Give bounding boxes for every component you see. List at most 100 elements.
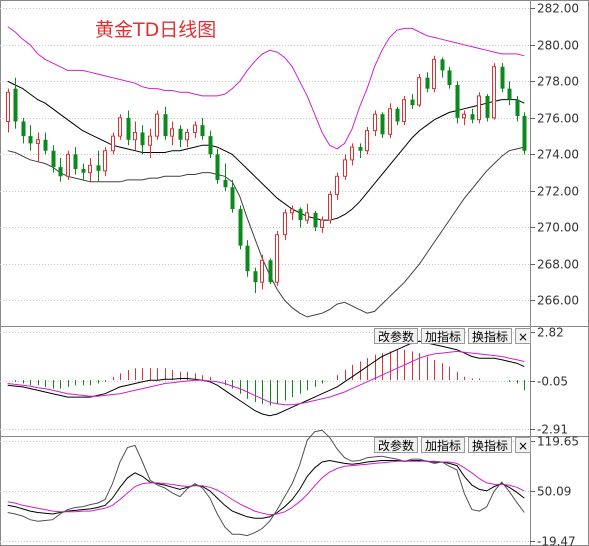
candle-body <box>81 168 86 173</box>
chart-title: 黄金TD日线图 <box>95 19 217 41</box>
kdj-j-line <box>7 429 525 537</box>
candle-up <box>343 154 347 180</box>
candle-down <box>358 143 363 159</box>
candle-down <box>455 81 460 124</box>
candle-down <box>380 112 385 138</box>
candle-down <box>440 57 445 78</box>
candle-down <box>73 147 78 175</box>
candle-body <box>111 135 115 152</box>
candle-body <box>51 150 56 168</box>
candle-body <box>365 130 369 152</box>
candle-up <box>320 216 324 233</box>
candle-down <box>410 94 415 109</box>
candle-down <box>298 207 303 228</box>
candle-up <box>118 114 122 140</box>
candle-body <box>73 154 78 169</box>
switch-indicator-button[interactable]: 换指标 <box>468 328 513 344</box>
candle-body <box>43 139 48 151</box>
candle-up <box>283 209 287 241</box>
macd-tick-label: -2.91 <box>537 423 568 437</box>
candle-up <box>133 121 137 151</box>
candle-down <box>28 125 33 151</box>
boll-middle-line <box>7 80 525 221</box>
kdj-k-line <box>7 459 525 519</box>
candle-up <box>111 132 115 155</box>
candle-body <box>223 179 228 188</box>
edit-params-button[interactable]: 改参数 <box>374 328 419 344</box>
candle-up <box>462 110 466 126</box>
candle-body <box>178 128 183 140</box>
candle-down <box>21 117 26 144</box>
candle-body <box>193 124 197 133</box>
candle-body <box>66 153 70 177</box>
candle-body <box>230 187 235 210</box>
candle-body <box>36 139 40 144</box>
candle-body <box>118 117 122 137</box>
boll-upper-line <box>7 26 525 150</box>
candle-body <box>455 84 460 118</box>
candle-down <box>485 94 490 122</box>
price-tick-label: 280.00 <box>537 39 579 53</box>
candle-up <box>6 88 10 133</box>
edit-params-button[interactable]: 改参数 <box>374 437 419 453</box>
add-indicator-button[interactable]: 加指标 <box>421 437 466 453</box>
candle-body <box>133 131 137 141</box>
macd-dea-line <box>7 350 525 406</box>
candle-body <box>6 91 10 123</box>
candle-body <box>388 108 392 135</box>
candle-down <box>500 63 505 93</box>
candle-body <box>298 209 303 221</box>
kdj-indicator <box>7 429 525 537</box>
candle-up <box>335 172 339 201</box>
macd-tick-label: 2.82 <box>537 326 564 340</box>
candle-down <box>215 148 220 184</box>
candle-body <box>522 116 527 151</box>
macd-toolbar: 改参数 加指标 换指标 × <box>374 328 532 344</box>
candle-down <box>230 179 235 213</box>
price-tick-label: 270.00 <box>537 221 579 235</box>
candle-up <box>148 128 152 159</box>
candle-body <box>155 113 159 137</box>
candle-body <box>328 194 332 221</box>
candle-body <box>432 58 436 90</box>
price-tick-label: 282.00 <box>537 2 579 16</box>
candle-body <box>410 99 415 106</box>
candle-body <box>507 88 512 100</box>
candle-body <box>358 147 363 151</box>
add-indicator-button[interactable]: 加指标 <box>421 328 466 344</box>
switch-indicator-button[interactable]: 换指标 <box>468 437 513 453</box>
price-tick-label: 274.00 <box>537 148 579 162</box>
candle-down <box>425 72 430 93</box>
candle-body <box>313 212 318 228</box>
kdj-tick-label: -19.47 <box>537 535 576 546</box>
price-tick-label: 272.00 <box>537 185 579 199</box>
candle-down <box>253 267 258 294</box>
close-icon[interactable]: × <box>515 328 532 344</box>
candle-body <box>320 219 324 228</box>
kdj-toolbar: 改参数 加指标 换指标 × <box>374 437 532 453</box>
candle-body <box>425 77 430 89</box>
candle-up <box>185 128 189 148</box>
candle-up <box>103 147 107 177</box>
candle-body <box>140 132 145 146</box>
candle-down <box>43 132 48 155</box>
candle-body <box>96 165 101 171</box>
candle-body <box>21 121 26 137</box>
candle-down <box>13 77 18 129</box>
candle-body <box>373 113 377 132</box>
macd-tick-label: -0.05 <box>537 375 568 389</box>
candle-body <box>395 108 400 122</box>
candle-down <box>200 117 205 140</box>
candle-down <box>208 130 213 159</box>
candle-down <box>163 106 168 140</box>
kdj-tick-label: 50.09 <box>537 485 571 499</box>
candle-up <box>290 205 294 221</box>
close-icon[interactable]: × <box>515 437 532 453</box>
candle-body <box>417 77 421 106</box>
candle-down <box>96 150 101 182</box>
price-tick-label: 266.00 <box>537 294 579 308</box>
candle-up <box>417 74 421 107</box>
candle-up <box>373 110 377 137</box>
candle-body <box>283 212 287 236</box>
